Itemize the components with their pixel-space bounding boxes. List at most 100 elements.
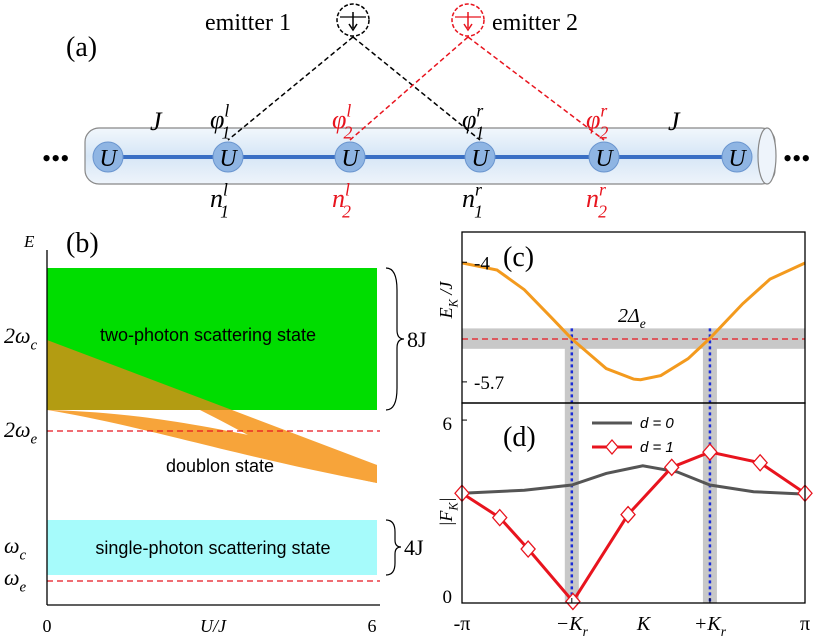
level-label-part: 2ω — [4, 417, 31, 442]
width-label: 4J — [404, 535, 424, 560]
level-label-part: c — [20, 548, 27, 564]
emitter-label: emitter 2 — [492, 10, 578, 36]
site-label: U — [219, 146, 238, 172]
panel-label: (a) — [66, 32, 97, 63]
emitter-arrow — [348, 23, 358, 32]
site — [212, 141, 244, 173]
marker — [520, 540, 537, 559]
y-tick-label: -5.7 — [474, 373, 504, 394]
occupation-label-part: r — [475, 179, 482, 199]
occupation-label: nl 1 — [210, 179, 229, 221]
level-label-part: 2ω — [4, 323, 31, 348]
level-label: 2ωe — [4, 417, 38, 448]
plot-frame — [461, 402, 806, 604]
x-tick-label-part: r — [583, 624, 589, 639]
occupation-label-part: 2 — [598, 201, 607, 221]
occupation-label-part: l — [223, 179, 228, 199]
doublon-band — [200, 410, 377, 483]
x-axis-label: K — [636, 613, 652, 635]
occupation-label-part: n — [210, 184, 223, 213]
x-tick-label-part: +K — [694, 613, 722, 635]
phase-label-part: 2 — [599, 122, 608, 142]
occupation-label-part: l — [345, 179, 350, 199]
level-label: 2ωc — [4, 323, 38, 354]
level-label-part: c — [31, 338, 38, 354]
resonance-band — [564, 328, 579, 603]
coupling — [352, 36, 481, 141]
ellipsis-left: ••• — [42, 144, 69, 173]
occupation-label-part: 2 — [342, 201, 351, 221]
legend-label: d = 1 — [640, 439, 674, 456]
phase-label-part: r — [476, 100, 483, 120]
brace — [385, 519, 402, 576]
legend-label: d = 0 — [640, 415, 674, 432]
y-axis-label-part: K — [446, 298, 460, 308]
coupling — [467, 36, 605, 141]
marker — [620, 505, 636, 524]
x-tick-label: +Kr — [694, 613, 727, 639]
x-tick-label: 6 — [368, 616, 377, 636]
phase-label-part: r — [600, 100, 607, 120]
occupation-label-part: r — [599, 179, 606, 199]
y-axis-label-part: |F — [436, 510, 456, 527]
site — [464, 141, 496, 173]
y-axis-label-part: | — [436, 497, 456, 502]
x-tick-label-part: −K — [556, 613, 584, 635]
marker — [491, 508, 508, 527]
phase-label-part: 2 — [344, 122, 353, 142]
occupation-label: nr 1 — [462, 179, 483, 221]
doublon-band — [47, 410, 377, 483]
occupation-label-part: n — [586, 184, 599, 213]
occupation-label-part: 1 — [474, 201, 483, 221]
single-photon-band — [47, 520, 377, 575]
coupling — [349, 36, 469, 141]
level-label-part: e — [31, 432, 38, 448]
curve — [461, 464, 806, 496]
y-axis-label: |FK| — [436, 497, 460, 526]
phase-label-part: φ — [586, 105, 600, 134]
resonance-band — [702, 328, 717, 603]
level-label: ωe — [4, 565, 27, 596]
level-label-part: ω — [4, 565, 20, 590]
legend-marker — [605, 439, 619, 455]
site — [721, 141, 753, 173]
phase-label-part: l — [224, 100, 229, 120]
occupation-label: nr 2 — [586, 179, 607, 221]
site-label: U — [728, 146, 747, 172]
phase-label: φr 1 — [462, 100, 484, 142]
site-label: U — [341, 146, 360, 172]
site-label: U — [471, 146, 490, 172]
x-tick-label-part: r — [721, 624, 727, 639]
marker — [565, 592, 581, 611]
level-label-part: ω — [4, 533, 20, 558]
y-tick-label: 6 — [443, 414, 453, 435]
brace — [385, 267, 405, 411]
width-label: 8J — [407, 327, 427, 352]
panel-label: (d) — [503, 422, 536, 453]
y-tick-label: 0 — [443, 587, 453, 608]
curve — [461, 450, 806, 604]
phase-label: φl 1 — [210, 100, 230, 142]
phase-label-part: 1 — [222, 122, 231, 142]
hopping-label: J — [150, 107, 163, 136]
site — [334, 141, 366, 173]
curve — [461, 261, 806, 382]
phase-label-part: φ — [332, 105, 346, 134]
emitter-arrow — [463, 23, 473, 32]
ellipsis-right: ••• — [783, 144, 810, 173]
y-tick-label: -4 — [474, 253, 490, 274]
phase-label-part: φ — [462, 105, 476, 134]
phase-label-part: φ — [210, 105, 224, 134]
site-label: U — [595, 146, 614, 172]
site — [92, 141, 124, 173]
x-tick-label: π — [800, 613, 810, 635]
panel-label: (b) — [66, 228, 99, 259]
phase-label: φl 2 — [332, 100, 353, 142]
phase-label-part: l — [346, 100, 351, 120]
band-label: doublon state — [166, 456, 274, 476]
panel-label: (c) — [503, 242, 534, 273]
waveguide-end — [757, 127, 777, 185]
y-axis-label-part: /J — [436, 281, 456, 300]
y-axis-label: E — [23, 232, 35, 251]
